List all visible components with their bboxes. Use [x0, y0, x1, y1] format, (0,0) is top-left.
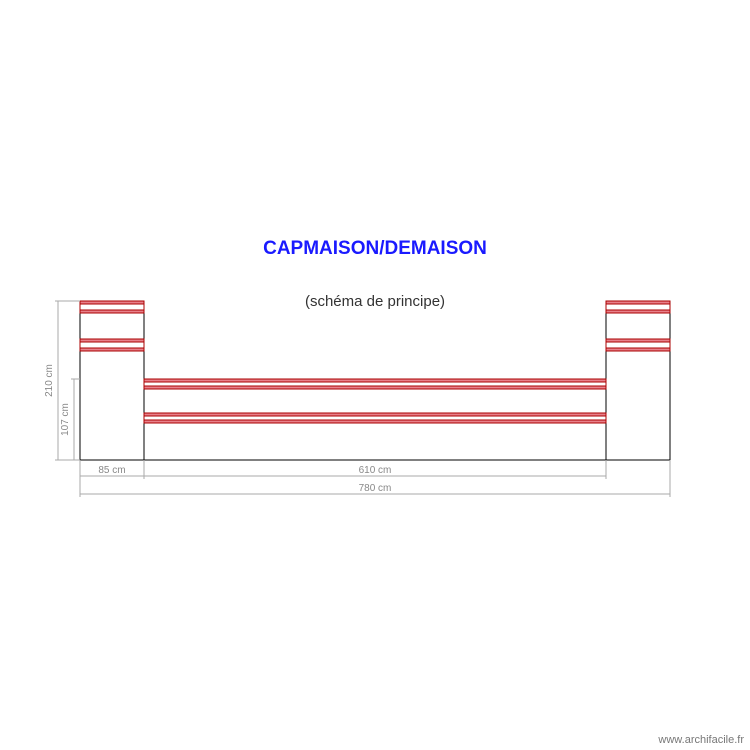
- dim-label: 210 cm: [44, 364, 55, 397]
- dim-label: 85 cm: [98, 465, 125, 476]
- dim-label: 107 cm: [60, 403, 71, 436]
- dim-label: 610 cm: [359, 465, 392, 476]
- watermark: www.archifacile.fr: [658, 734, 744, 746]
- diagram-svg: 210 cm 107 cm 85 cm 610 cm 780 cm: [0, 0, 750, 750]
- right-pillar: [606, 301, 670, 460]
- dim-label: 780 cm: [359, 483, 392, 494]
- left-pillar: [80, 301, 144, 460]
